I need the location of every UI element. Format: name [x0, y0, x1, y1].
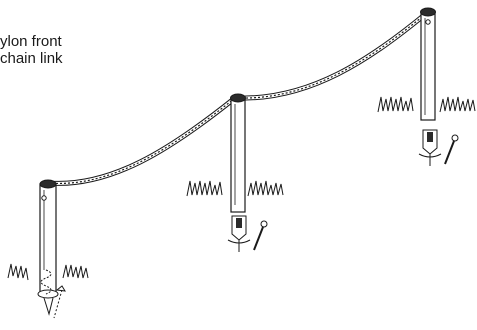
caption-line-1: ylon front: [0, 33, 62, 50]
post-left: [7, 179, 89, 319]
ground-anchor-middle: [227, 215, 268, 252]
post-right: [377, 7, 476, 121]
ground-anchor-right: [418, 129, 459, 166]
chain-link: [47, 10, 430, 186]
post-middle: [186, 93, 284, 213]
caption-line-2: chain link: [0, 50, 63, 67]
caption-text: ylon front chain link: [0, 33, 120, 67]
